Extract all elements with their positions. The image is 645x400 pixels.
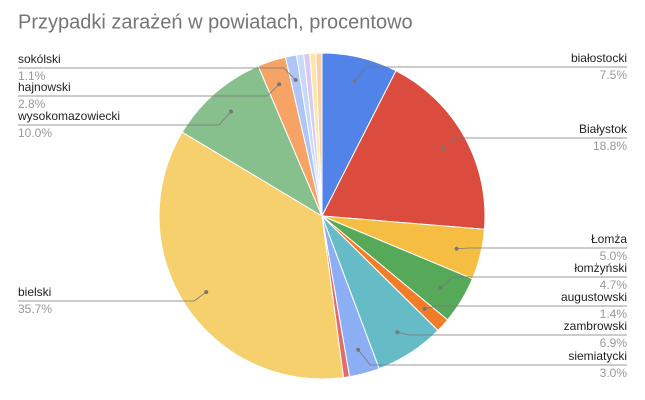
slice-value-label: 6.9% [600, 336, 628, 350]
pie-slice [321, 70, 486, 230]
leader-dot [277, 82, 282, 87]
leader-line [18, 111, 232, 126]
slice-value-label: 1.4% [600, 307, 628, 321]
slice-value-label: 5.0% [600, 249, 628, 263]
slice-label: Białystok [579, 122, 628, 136]
leader-line [442, 137, 627, 149]
slice-value-label: 4.7% [600, 278, 628, 292]
leader-dot [440, 146, 445, 151]
slice-value-label: 7.5% [600, 68, 628, 82]
slice-label: hajnowski [18, 80, 71, 94]
slice-value-label: 2.8% [18, 97, 46, 111]
slice-label: siemiatycki [568, 349, 627, 363]
slice-value-label: 1.1% [18, 69, 46, 83]
slice-value-label: 10.0% [18, 126, 52, 140]
leader-line [456, 247, 627, 250]
slice-value-label: 35.7% [18, 302, 52, 316]
slice-label: sokólski [18, 52, 61, 66]
leader-line [18, 67, 296, 81]
leader-dot [395, 330, 400, 335]
leader-dot [438, 285, 443, 290]
pie-slice [181, 65, 324, 218]
leader-line [440, 276, 627, 288]
slice-label: augustowski [561, 290, 627, 304]
leader-line [18, 291, 207, 302]
slice-label: wysokomazowiecki [17, 109, 120, 123]
slice-value-label: 3.0% [600, 366, 628, 380]
leader-dot [422, 306, 427, 311]
leader-line [397, 331, 627, 336]
pie-slice [315, 52, 323, 217]
slice-label: białostocki [571, 51, 627, 65]
chart-title: Przypadki zarażeń w powiatach, procentow… [18, 11, 413, 33]
leader-line [354, 66, 627, 82]
leader-dot [356, 347, 361, 352]
slice-label: zambrowski [564, 319, 627, 333]
leader-dot [204, 290, 209, 295]
slice-label: bielski [18, 285, 51, 299]
pie-slice [158, 131, 345, 380]
slice-label: Łomża [591, 232, 627, 246]
leader-line [18, 83, 280, 97]
leader-dot [293, 77, 298, 82]
leader-dot [229, 109, 234, 114]
leader-line [424, 305, 627, 310]
leader-line [357, 349, 627, 366]
slice-label: łomżyński [574, 261, 627, 275]
leader-dot [454, 246, 459, 251]
slice-value-label: 18.8% [593, 139, 627, 153]
leader-dot [352, 79, 357, 84]
